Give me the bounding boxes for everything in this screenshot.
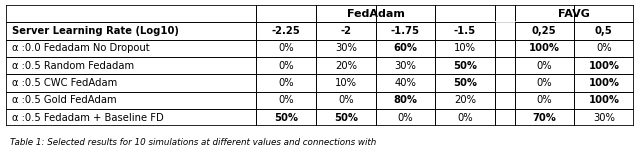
Text: 50%: 50% xyxy=(275,113,298,123)
Text: -2.25: -2.25 xyxy=(272,26,301,36)
Text: 50%: 50% xyxy=(334,113,358,123)
Text: 30%: 30% xyxy=(335,43,356,53)
Text: α :0.5 CWC FedAdam: α :0.5 CWC FedAdam xyxy=(12,78,117,88)
Text: 80%: 80% xyxy=(394,95,417,105)
Text: 0%: 0% xyxy=(536,61,552,71)
Text: 0%: 0% xyxy=(536,95,552,105)
Text: 0%: 0% xyxy=(278,43,294,53)
Text: 100%: 100% xyxy=(529,43,560,53)
Text: 40%: 40% xyxy=(394,78,416,88)
Text: -1.75: -1.75 xyxy=(391,26,420,36)
Text: 0,25: 0,25 xyxy=(532,26,557,36)
Text: 0%: 0% xyxy=(457,113,473,123)
Text: α :0.0 Fedadam No Dropout: α :0.0 Fedadam No Dropout xyxy=(12,43,150,53)
Text: FAVG: FAVG xyxy=(558,9,590,18)
Text: 100%: 100% xyxy=(588,61,620,71)
Text: 100%: 100% xyxy=(588,95,620,105)
Text: Table 1: Selected results for 10 simulations at different values and connections: Table 1: Selected results for 10 simulat… xyxy=(10,138,376,147)
Text: -2: -2 xyxy=(340,26,351,36)
Text: 0%: 0% xyxy=(338,95,354,105)
Text: 100%: 100% xyxy=(588,78,620,88)
Text: 10%: 10% xyxy=(454,43,476,53)
Text: 50%: 50% xyxy=(453,61,477,71)
Text: 10%: 10% xyxy=(335,78,357,88)
Text: α :0.5 Fedadam + Baseline FD: α :0.5 Fedadam + Baseline FD xyxy=(12,113,164,123)
Text: FedAdam: FedAdam xyxy=(347,9,404,18)
Text: 50%: 50% xyxy=(453,78,477,88)
Text: 0%: 0% xyxy=(596,43,612,53)
Text: 30%: 30% xyxy=(394,61,416,71)
Text: 20%: 20% xyxy=(335,61,357,71)
Text: -1.5: -1.5 xyxy=(454,26,476,36)
Text: 20%: 20% xyxy=(454,95,476,105)
Text: 70%: 70% xyxy=(532,113,556,123)
Text: 0%: 0% xyxy=(278,95,294,105)
Text: 0%: 0% xyxy=(278,61,294,71)
Text: 30%: 30% xyxy=(593,113,615,123)
Text: 60%: 60% xyxy=(394,43,417,53)
Text: 0%: 0% xyxy=(397,113,413,123)
Text: 0%: 0% xyxy=(536,78,552,88)
Text: α :0.5 Random Fedadam: α :0.5 Random Fedadam xyxy=(12,61,134,71)
Text: 0,5: 0,5 xyxy=(595,26,612,36)
Text: Server Learning Rate (Log10): Server Learning Rate (Log10) xyxy=(12,26,179,36)
Text: 0%: 0% xyxy=(278,78,294,88)
Text: α :0.5 Gold FedAdam: α :0.5 Gold FedAdam xyxy=(12,95,116,105)
